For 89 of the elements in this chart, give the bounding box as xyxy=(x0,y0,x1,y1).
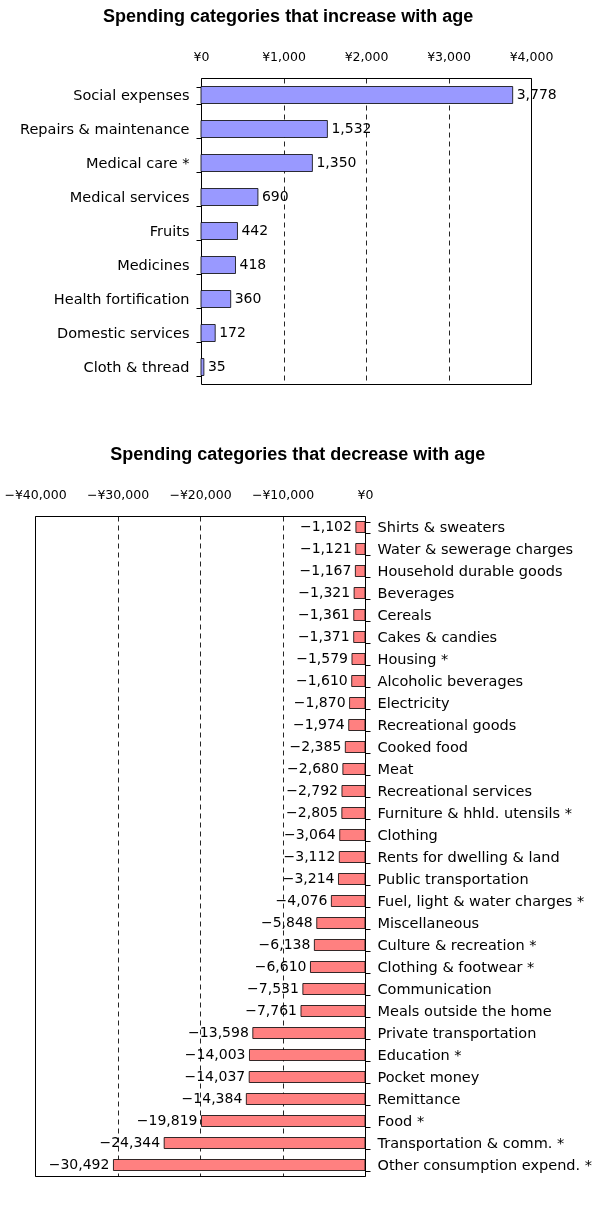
y-tick-label: Miscellaneous xyxy=(377,914,480,931)
y-tick-label: Health fortification xyxy=(53,290,190,307)
y-tick-label: Household durable goods xyxy=(377,562,563,579)
data-label: −3,214 xyxy=(282,870,335,886)
y-tick-label: Alcoholic beverages xyxy=(377,672,524,689)
y-tick-label: Fuel, light & water charges * xyxy=(377,892,585,909)
y-tick-label: Public transportation xyxy=(377,870,529,887)
data-label: 1,532 xyxy=(331,120,372,136)
x-tick-label: ¥2,000 xyxy=(344,48,389,64)
data-label: −14,037 xyxy=(184,1068,246,1084)
y-tick-label: Medical services xyxy=(69,188,190,205)
y-tick-label: Shirts & sweaters xyxy=(377,518,505,535)
data-label: −1,361 xyxy=(297,606,350,622)
y-tick-label: Remittance xyxy=(377,1090,461,1107)
y-tick-label: Cloth & thread xyxy=(83,358,190,375)
y-tick-label: Clothing xyxy=(377,826,438,843)
y-tick-label: Transportation & comm. * xyxy=(376,1134,565,1151)
y-tick-label: Communication xyxy=(377,980,492,997)
data-label: −14,003 xyxy=(184,1046,246,1062)
y-tick-label: Pocket money xyxy=(377,1068,480,1085)
data-label: 418 xyxy=(239,256,267,272)
chart-title: Spending categories that decrease with age xyxy=(110,444,486,464)
y-tick-label: Social expenses xyxy=(73,86,190,103)
data-label: −3,112 xyxy=(283,848,336,864)
data-label: −13,598 xyxy=(188,1024,249,1040)
x-tick-label: −¥40,000 xyxy=(4,486,67,502)
y-tick-label: Cakes & candies xyxy=(377,628,498,645)
data-label: −6,138 xyxy=(258,936,311,952)
y-tick-label: Beverages xyxy=(377,584,455,601)
x-tick-label: −¥30,000 xyxy=(86,486,150,502)
data-label: −1,371 xyxy=(297,628,350,644)
data-label: −7,531 xyxy=(247,980,299,996)
x-tick-label: ¥0 xyxy=(357,486,374,502)
data-label: −1,974 xyxy=(292,716,345,732)
data-label: −1,579 xyxy=(296,650,348,666)
data-label: −2,792 xyxy=(286,782,338,798)
chart-title: Spending categories that increase with age xyxy=(103,6,474,26)
data-label: −14,384 xyxy=(181,1090,243,1106)
data-label: −1,870 xyxy=(293,694,346,710)
y-tick-label: Education * xyxy=(377,1046,462,1063)
data-label: 442 xyxy=(241,222,269,238)
y-tick-label: Clothing & footwear * xyxy=(377,958,535,975)
x-tick-label: ¥4,000 xyxy=(509,48,554,64)
data-label: 172 xyxy=(219,324,246,340)
data-label: 690 xyxy=(261,188,289,204)
data-label: −24,344 xyxy=(99,1134,161,1150)
y-tick-label: Meat xyxy=(377,760,414,777)
data-label: −1,610 xyxy=(295,672,348,688)
x-tick-label: −¥10,000 xyxy=(251,486,315,502)
data-label: 360 xyxy=(234,290,262,306)
data-label: −1,167 xyxy=(299,562,352,578)
x-tick-label: ¥0 xyxy=(193,48,210,64)
y-tick-label: Meals outside the home xyxy=(377,1002,552,1019)
y-tick-label: Private transportation xyxy=(377,1024,537,1041)
x-tick-label: −¥20,000 xyxy=(169,486,232,502)
y-tick-label: Cereals xyxy=(377,606,432,623)
data-label: −6,610 xyxy=(254,958,307,974)
data-label: −4,076 xyxy=(275,892,328,908)
data-label: −5,848 xyxy=(260,914,313,930)
data-label: −2,385 xyxy=(289,738,342,754)
y-tick-label: Culture & recreation * xyxy=(377,936,537,953)
x-tick-label: ¥3,000 xyxy=(427,48,471,64)
data-label: −7,761 xyxy=(245,1002,297,1018)
y-tick-label: Repairs & maintenance xyxy=(20,120,190,137)
data-label: −3,064 xyxy=(283,826,336,842)
y-tick-label: Recreational services xyxy=(377,782,533,799)
y-tick-label: Other consumption expend. * xyxy=(377,1156,593,1173)
y-tick-label: Housing * xyxy=(377,650,449,667)
data-label: −2,805 xyxy=(286,804,338,820)
y-tick-label: Electricity xyxy=(377,694,450,711)
y-tick-label: Rents for dwelling & land xyxy=(377,848,560,865)
data-label: 35 xyxy=(207,358,226,374)
y-tick-label: Medicines xyxy=(117,256,190,273)
data-label: −1,321 xyxy=(298,584,351,600)
y-tick-label: Water & sewerage charges xyxy=(377,540,574,557)
y-tick-label: Recreational goods xyxy=(377,716,517,733)
y-tick-label: Food * xyxy=(377,1112,425,1129)
data-label: −2,680 xyxy=(287,760,339,776)
data-label: −30,492 xyxy=(48,1156,110,1172)
y-tick-label: Domestic services xyxy=(57,324,190,341)
data-label: 1,350 xyxy=(316,154,357,170)
y-tick-label: Cooked food xyxy=(377,738,469,755)
x-tick-label: ¥1,000 xyxy=(262,48,306,64)
data-label: −1,102 xyxy=(300,518,352,534)
data-label: −1,121 xyxy=(299,540,352,556)
y-tick-label: Furniture & hhld. utensils * xyxy=(377,804,572,821)
y-tick-label: Medical care * xyxy=(86,154,190,171)
data-label: −19,819 xyxy=(136,1112,198,1128)
y-tick-label: Fruits xyxy=(149,222,190,239)
